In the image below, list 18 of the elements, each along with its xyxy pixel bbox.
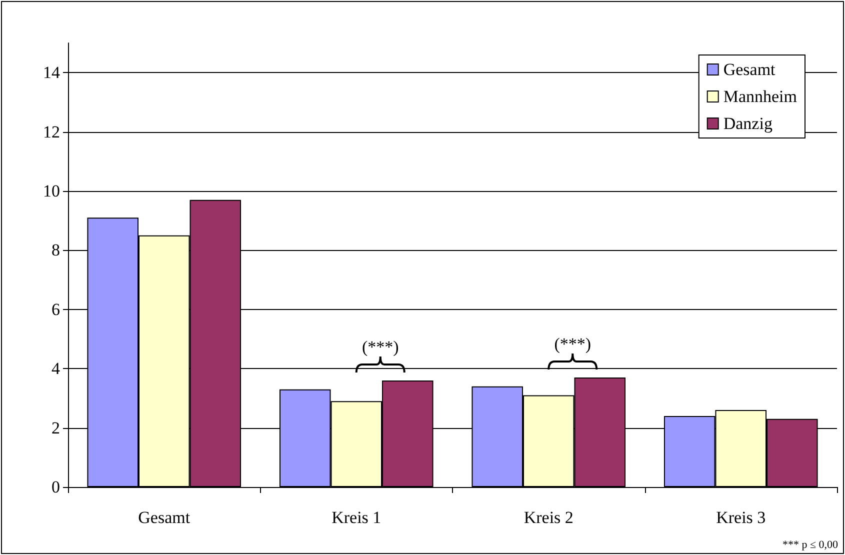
x-tick-label: Kreis 2: [524, 508, 574, 527]
y-tick-label: 8: [52, 240, 60, 260]
y-tick-label: 12: [43, 122, 60, 142]
y-tick-label: 0: [52, 478, 60, 496]
y-tick-label: 4: [52, 359, 60, 378]
annotation: (***): [362, 337, 399, 356]
legend-label: Danzig: [723, 114, 773, 133]
x-tick-label: Kreis 1: [332, 508, 382, 527]
y-tick-label: 6: [52, 300, 60, 319]
text: *** p ≤ 0,00: [782, 539, 838, 551]
y-tick-label: 14: [43, 63, 60, 82]
y-tick-label: 10: [43, 182, 60, 200]
legend-label: Gesamt: [723, 60, 776, 79]
x-tick-label: Kreis 3: [716, 508, 766, 527]
x-tick-label: Gesamt: [138, 508, 190, 527]
legend-label: Mannheim: [723, 87, 798, 106]
y-tick-label: 2: [52, 418, 60, 438]
annotation: (***): [554, 334, 592, 354]
